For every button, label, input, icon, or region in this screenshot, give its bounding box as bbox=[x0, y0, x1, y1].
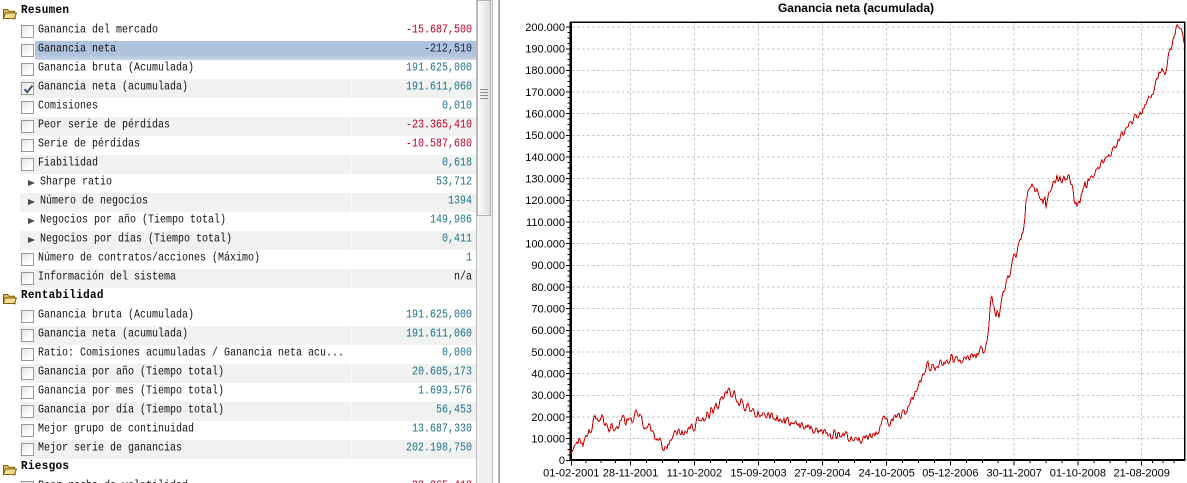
svg-text:28-11-2001: 28-11-2001 bbox=[603, 467, 658, 479]
svg-text:30-11-2007: 30-11-2007 bbox=[986, 467, 1041, 479]
svg-text:05-12-2006: 05-12-2006 bbox=[922, 467, 978, 479]
svg-text:10.000: 10.000 bbox=[531, 433, 565, 445]
svg-text:150.000: 150.000 bbox=[525, 130, 565, 142]
svg-text:0: 0 bbox=[559, 455, 565, 467]
svg-text:01-02-2001: 01-02-2001 bbox=[543, 467, 599, 479]
svg-text:30.000: 30.000 bbox=[531, 390, 565, 402]
svg-text:20.000: 20.000 bbox=[531, 412, 565, 424]
svg-text:11-10-2002: 11-10-2002 bbox=[667, 467, 722, 479]
svg-text:40.000: 40.000 bbox=[531, 369, 565, 381]
svg-text:130.000: 130.000 bbox=[525, 174, 565, 186]
svg-text:110.000: 110.000 bbox=[526, 217, 565, 229]
svg-text:100.000: 100.000 bbox=[525, 239, 565, 251]
svg-text:01-10-2008: 01-10-2008 bbox=[1050, 467, 1106, 479]
svg-text:70.000: 70.000 bbox=[531, 304, 565, 316]
svg-text:24-10-2005: 24-10-2005 bbox=[859, 467, 915, 479]
svg-text:140.000: 140.000 bbox=[525, 152, 565, 164]
svg-text:90.000: 90.000 bbox=[531, 260, 565, 272]
svg-text:50.000: 50.000 bbox=[531, 347, 565, 359]
svg-text:15-09-2003: 15-09-2003 bbox=[730, 467, 786, 479]
svg-text:180.000: 180.000 bbox=[525, 65, 565, 77]
svg-text:80.000: 80.000 bbox=[531, 282, 565, 294]
svg-text:200.000: 200.000 bbox=[525, 22, 565, 34]
svg-text:170.000: 170.000 bbox=[525, 87, 565, 99]
svg-text:21-08-2009: 21-08-2009 bbox=[1114, 467, 1170, 479]
svg-text:120.000: 120.000 bbox=[525, 195, 565, 207]
svg-text:190.000: 190.000 bbox=[525, 44, 565, 56]
svg-text:Ganancia neta (acumulada): Ganancia neta (acumulada) bbox=[778, 1, 934, 15]
svg-text:60.000: 60.000 bbox=[531, 325, 565, 337]
svg-text:27-09-2004: 27-09-2004 bbox=[794, 467, 850, 479]
svg-text:160.000: 160.000 bbox=[525, 109, 565, 121]
